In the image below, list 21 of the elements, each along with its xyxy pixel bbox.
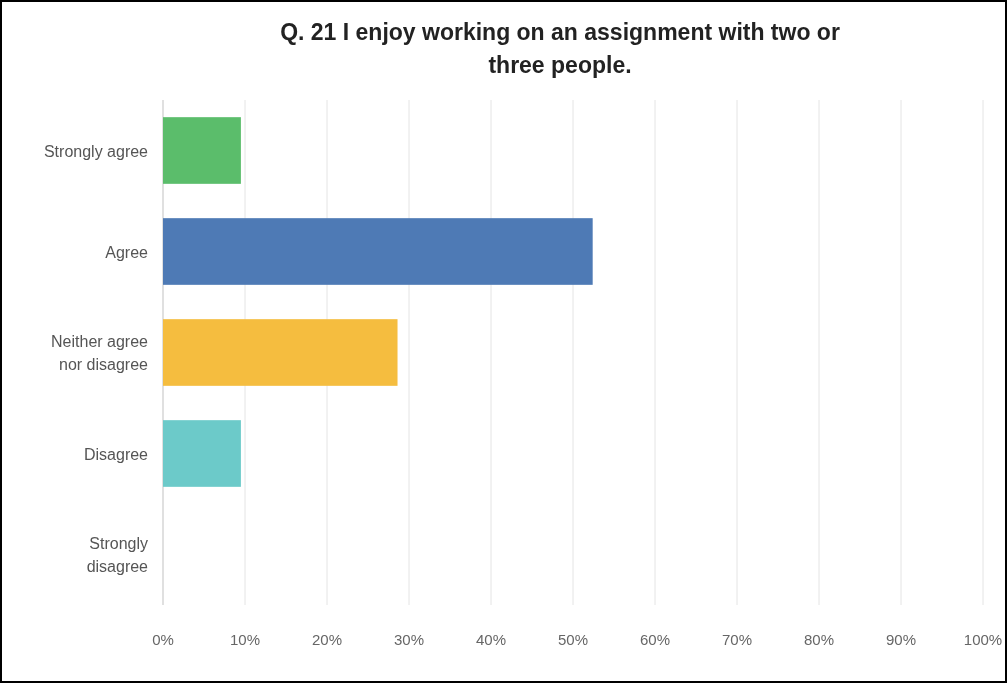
y-tick-label: Strongly agree <box>43 142 149 160</box>
bar <box>163 319 398 386</box>
y-tick-label: Strongly disagree <box>86 535 149 575</box>
x-tick-label: 60% <box>639 631 671 648</box>
bar <box>163 218 593 285</box>
x-tick-label: 80% <box>803 631 835 648</box>
x-tick-label: 70% <box>721 631 753 648</box>
x-tick-label: 30% <box>393 631 425 648</box>
x-tick-label: 40% <box>475 631 507 648</box>
chart-title: Q. 21 I enjoy working on an assignment with two or three people. <box>280 19 840 78</box>
x-tick-label: 90% <box>885 631 917 648</box>
y-tick-label: Disagree <box>83 445 149 463</box>
bar <box>163 117 241 184</box>
y-tick-label: Neither agree nor disagree <box>51 333 149 373</box>
bar <box>163 420 241 487</box>
x-tick-label: 20% <box>311 631 343 648</box>
y-tick-label: Agree <box>105 243 149 261</box>
x-tick-label: 0% <box>152 631 174 648</box>
x-tick-label: 10% <box>229 631 261 648</box>
x-tick-label: 100% <box>963 631 1003 648</box>
x-tick-label: 50% <box>557 631 589 648</box>
